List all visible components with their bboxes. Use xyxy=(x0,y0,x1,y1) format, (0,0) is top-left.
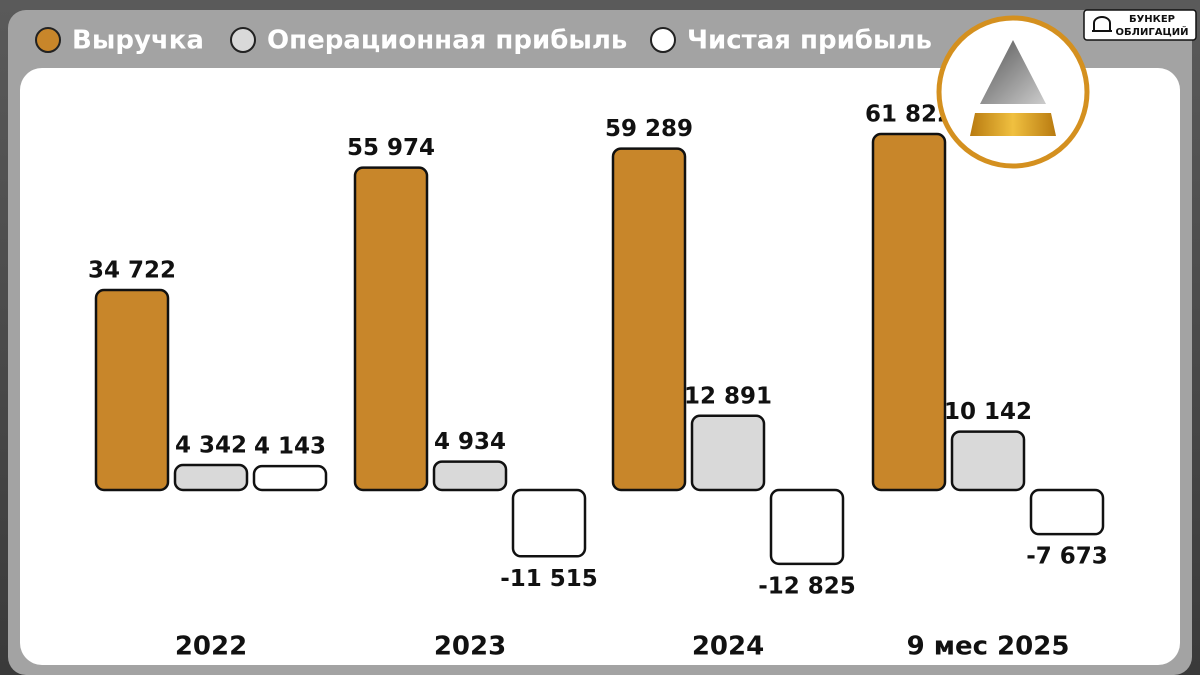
x-tick-label: 2023 xyxy=(434,632,506,662)
data-label: 4 342 xyxy=(175,432,247,458)
brand-box xyxy=(1083,9,1197,41)
bar xyxy=(252,464,328,492)
data-label: 10 142 xyxy=(944,399,1032,425)
brand-icon xyxy=(1092,16,1112,32)
bar xyxy=(173,463,249,492)
bar xyxy=(353,166,429,492)
legend-label: Выручка xyxy=(72,26,204,56)
bar xyxy=(94,288,170,492)
data-label: -7 673 xyxy=(1026,544,1108,570)
brand-text: БУНКЕР xyxy=(1129,14,1175,25)
legend-swatch xyxy=(230,27,256,53)
logo-triangle xyxy=(980,40,1046,104)
x-tick-label: 9 мес 2025 xyxy=(907,632,1070,662)
bar xyxy=(690,414,766,492)
bar xyxy=(871,132,947,492)
x-tick-label: 2022 xyxy=(175,632,247,662)
brand: БУНКЕР ОБЛИГАЦИЙ xyxy=(1083,9,1197,41)
bar xyxy=(511,488,587,558)
legend-swatch xyxy=(35,27,61,53)
legend-swatch xyxy=(650,27,676,53)
logo-bar xyxy=(970,113,1056,136)
bar xyxy=(1029,488,1105,536)
legend-label: Операционная прибыль xyxy=(267,26,627,56)
x-tick-label: 2024 xyxy=(692,632,764,662)
data-label: 59 289 xyxy=(605,116,693,142)
logo xyxy=(936,15,1090,169)
data-label: 4 143 xyxy=(254,434,326,460)
data-label: 34 722 xyxy=(88,258,176,284)
brand-text: ОБЛИГАЦИЙ xyxy=(1116,25,1189,38)
bar xyxy=(432,460,508,492)
bar xyxy=(769,488,845,566)
data-label: 12 891 xyxy=(684,383,772,409)
bar xyxy=(950,430,1026,492)
data-label: -12 825 xyxy=(758,573,856,599)
data-label: 4 934 xyxy=(434,429,506,455)
bar xyxy=(611,147,687,492)
data-label: -11 515 xyxy=(500,566,598,592)
legend-label: Чистая прибыль xyxy=(687,26,932,56)
data-label: 55 974 xyxy=(347,135,435,161)
